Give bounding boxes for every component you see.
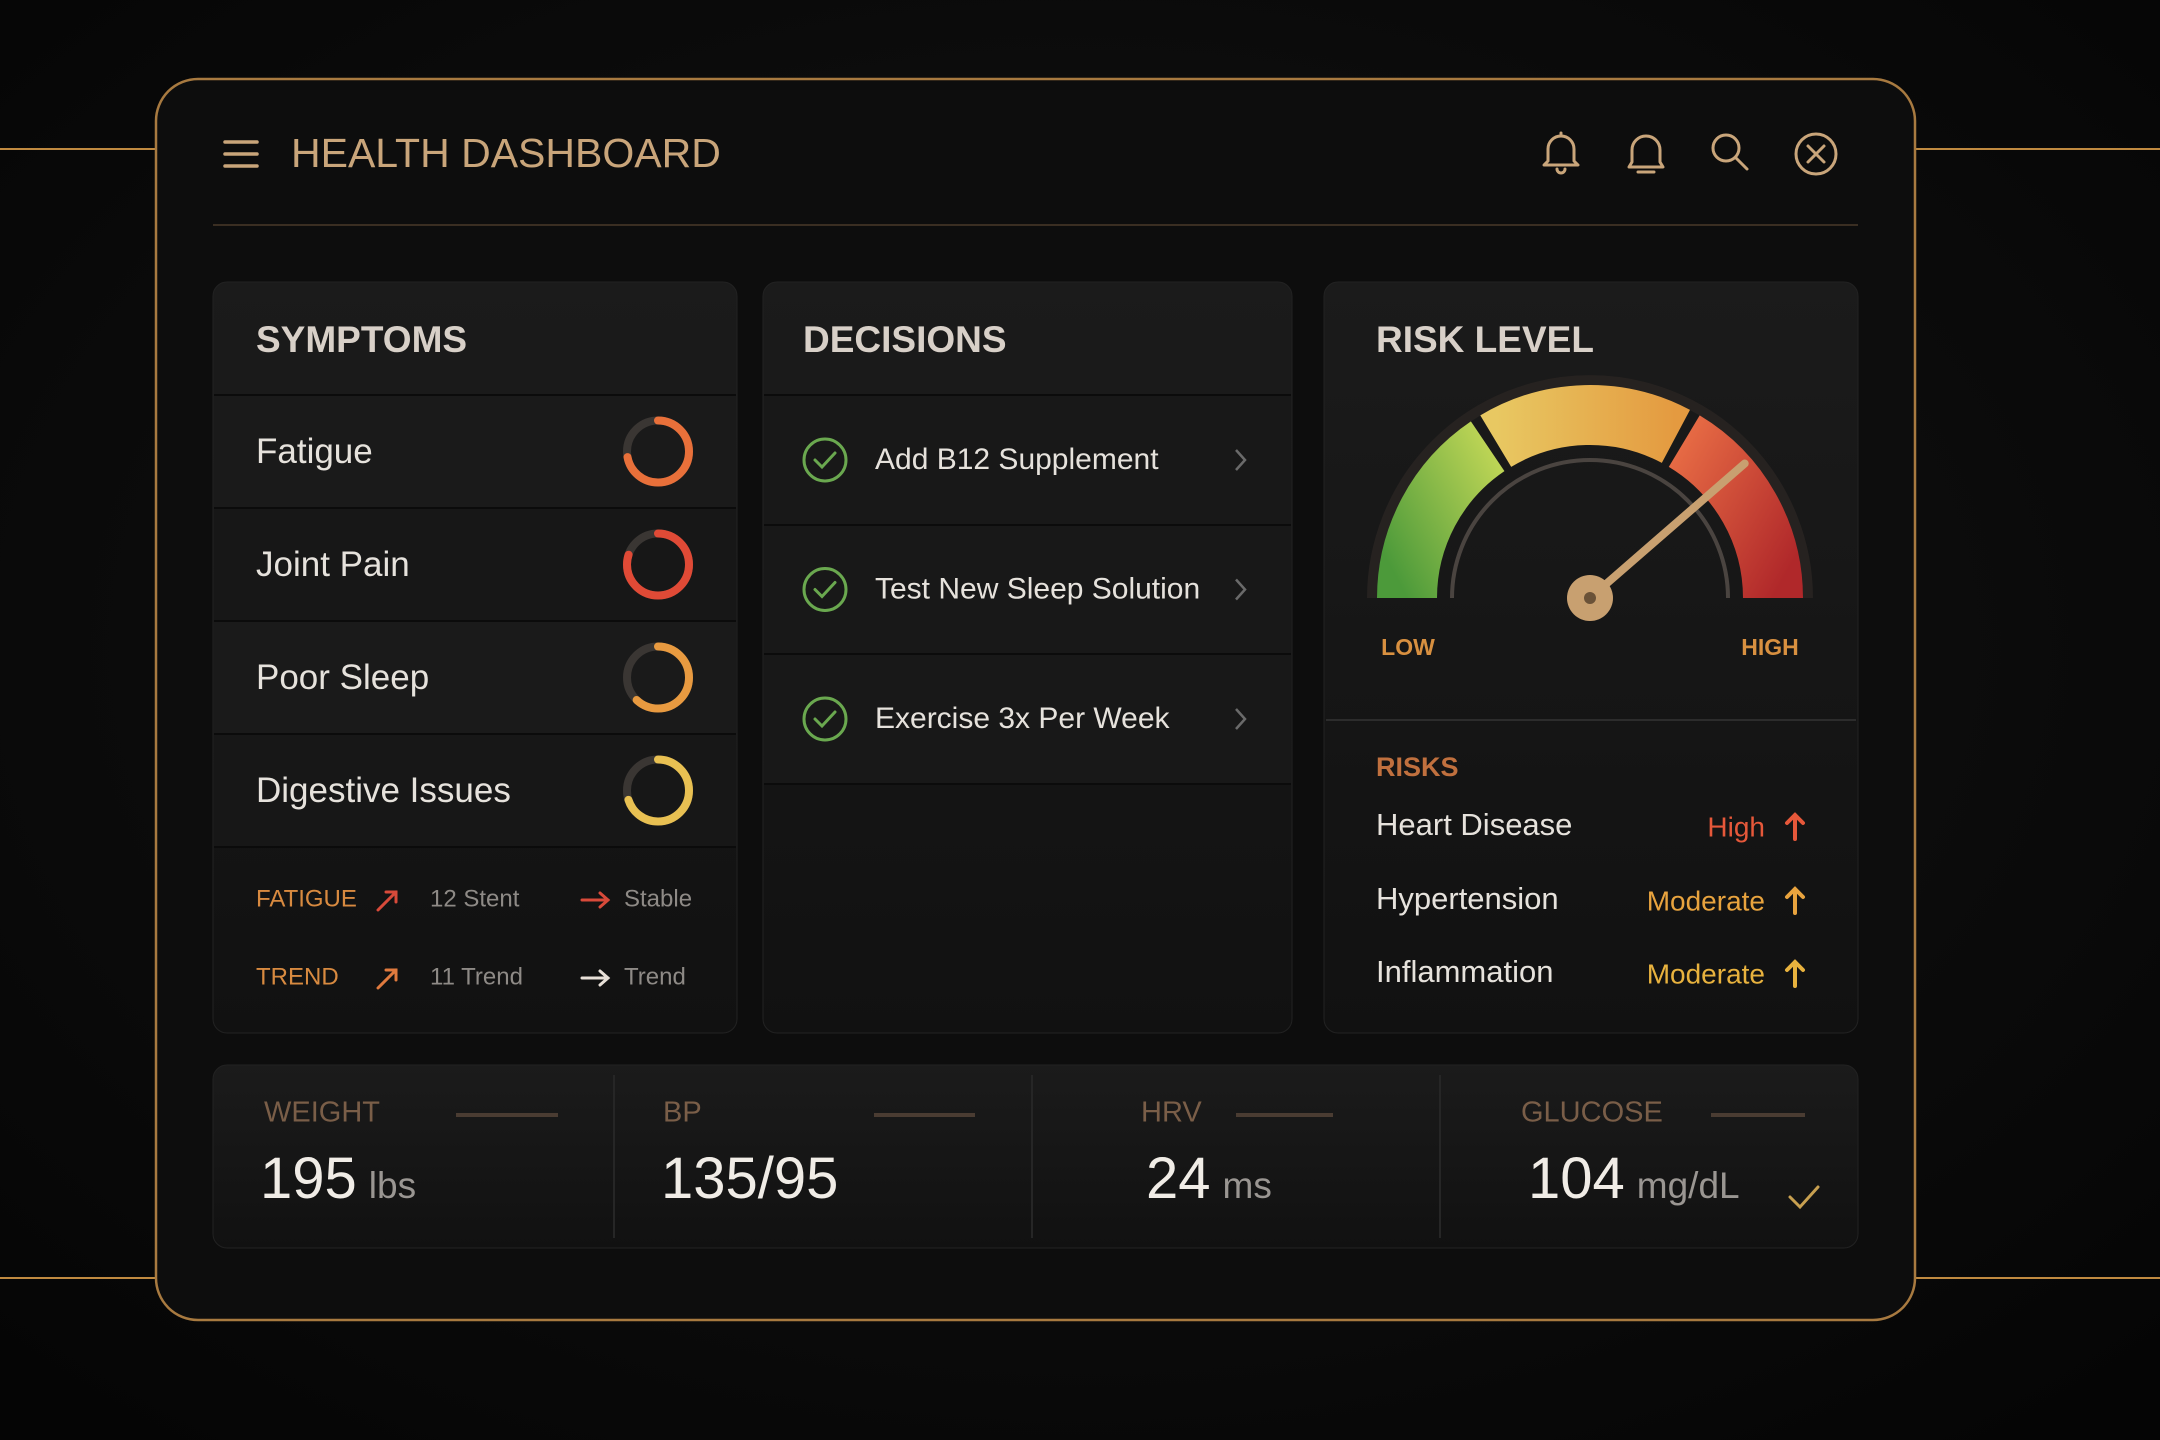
symptom-label: Joint Pain [256, 545, 410, 584]
metric-unit: mg/dL [1637, 1165, 1740, 1206]
header-title: HEALTH DASHBOARD [291, 130, 721, 176]
check-icon [802, 437, 848, 483]
gauge-needle [1586, 459, 1749, 602]
symptom-ring [623, 416, 693, 487]
symptom-row [214, 734, 736, 847]
gauge-segment [1480, 385, 1690, 468]
decision-row[interactable]: Exercise 3x Per Week [764, 653, 1291, 784]
gauge-low-label: LOW [1381, 634, 1435, 660]
check-mark [813, 710, 837, 729]
gauge-segment [1668, 415, 1803, 599]
decision-row[interactable]: Test New Sleep Solution [764, 524, 1291, 654]
panel-title: DECISIONS [803, 319, 1007, 360]
risk-level: High [1707, 811, 1765, 842]
trend-text: 11 Trend [430, 963, 523, 990]
metric-value: 24 [1146, 1146, 1211, 1211]
symptom-ring [623, 529, 693, 600]
trend-right-icon [580, 969, 611, 987]
chevron-icon [1235, 578, 1247, 601]
metric-value-text: 195 lbs [260, 1146, 416, 1211]
trend-text: Trend [624, 963, 686, 990]
check-mark [813, 451, 837, 470]
decision-label: Test New Sleep Solution [875, 572, 1200, 605]
symptom-label: Fatigue [256, 432, 373, 471]
decision-row-bg [764, 654, 1291, 784]
panel-title: RISK LEVEL [1376, 319, 1594, 360]
risk-arrow-icon [1785, 812, 1805, 841]
metric-value-text: 24 ms [1146, 1146, 1272, 1211]
trend-text: 12 Stent [430, 885, 520, 912]
trend-label: TREND [256, 963, 339, 990]
menu-button[interactable] [223, 140, 259, 168]
check-icon [802, 696, 848, 742]
risk-level: Moderate [1647, 885, 1765, 916]
risk-arrow-icon [1785, 886, 1805, 915]
trend-text: Stable [624, 885, 692, 912]
metric-label: HRV [1141, 1097, 1202, 1129]
check-mark [813, 581, 837, 599]
symptom-row [214, 621, 736, 734]
check-icon [802, 567, 848, 612]
risk-name: Hypertension [1376, 881, 1559, 916]
symptom-label: Digestive Issues [256, 771, 511, 810]
notification-button[interactable] [1542, 131, 1580, 175]
metric-unit: ms [1223, 1165, 1272, 1206]
close-button[interactable] [1794, 132, 1838, 176]
decision-label: Exercise 3x Per Week [875, 702, 1171, 735]
trend-up-icon [376, 968, 398, 990]
risk-name: Heart Disease [1376, 807, 1572, 842]
trend-label: FATIGUE [256, 885, 357, 912]
symptom-label: Poor Sleep [256, 658, 429, 697]
gauge-high-label: HIGH [1741, 634, 1799, 660]
trend-right-icon [580, 891, 611, 909]
symptom-row [214, 508, 736, 621]
decision-row[interactable]: Add B12 Supplement [764, 394, 1291, 525]
symptom-ring [623, 642, 693, 713]
decision-label: Add B12 Supplement [875, 443, 1159, 476]
risk-gauge [1367, 375, 1813, 621]
metric-label: BP [663, 1097, 702, 1129]
metric-value: 135/95 [661, 1146, 838, 1211]
risk-arrow-icon [1785, 959, 1805, 988]
risk-level: Moderate [1647, 958, 1765, 989]
search-button[interactable] [1711, 133, 1749, 171]
risk-name: Inflammation [1376, 954, 1553, 989]
metric-label: GLUCOSE [1521, 1097, 1663, 1129]
metric-value-text: 104 mg/dL [1528, 1146, 1740, 1211]
panel-title: SYMPTOMS [256, 319, 467, 360]
glucose-check-icon [1788, 1185, 1820, 1210]
chevron-icon [1235, 449, 1247, 471]
symptom-row [214, 395, 736, 508]
gauge-hub-dot [1584, 592, 1596, 604]
metric-value-text: 135/95 [661, 1146, 838, 1211]
alerts-button[interactable] [1627, 134, 1665, 174]
decision-row-bg [764, 525, 1291, 654]
metric-unit: lbs [369, 1165, 416, 1206]
symptom-ring [623, 755, 693, 826]
metrics-panel [212, 1064, 1859, 1249]
trend-up-icon [376, 890, 398, 912]
gauge-rim [1367, 375, 1813, 599]
metric-label: WEIGHT [264, 1097, 380, 1129]
chevron-icon [1235, 708, 1247, 730]
gauge-inner-arc [1450, 458, 1730, 599]
risks-title: RISKS [1376, 752, 1459, 782]
decision-row-bg [764, 395, 1291, 525]
metric-value: 104 [1528, 1146, 1625, 1211]
gauge-segment [1377, 421, 1506, 599]
metric-value: 195 [260, 1146, 357, 1211]
